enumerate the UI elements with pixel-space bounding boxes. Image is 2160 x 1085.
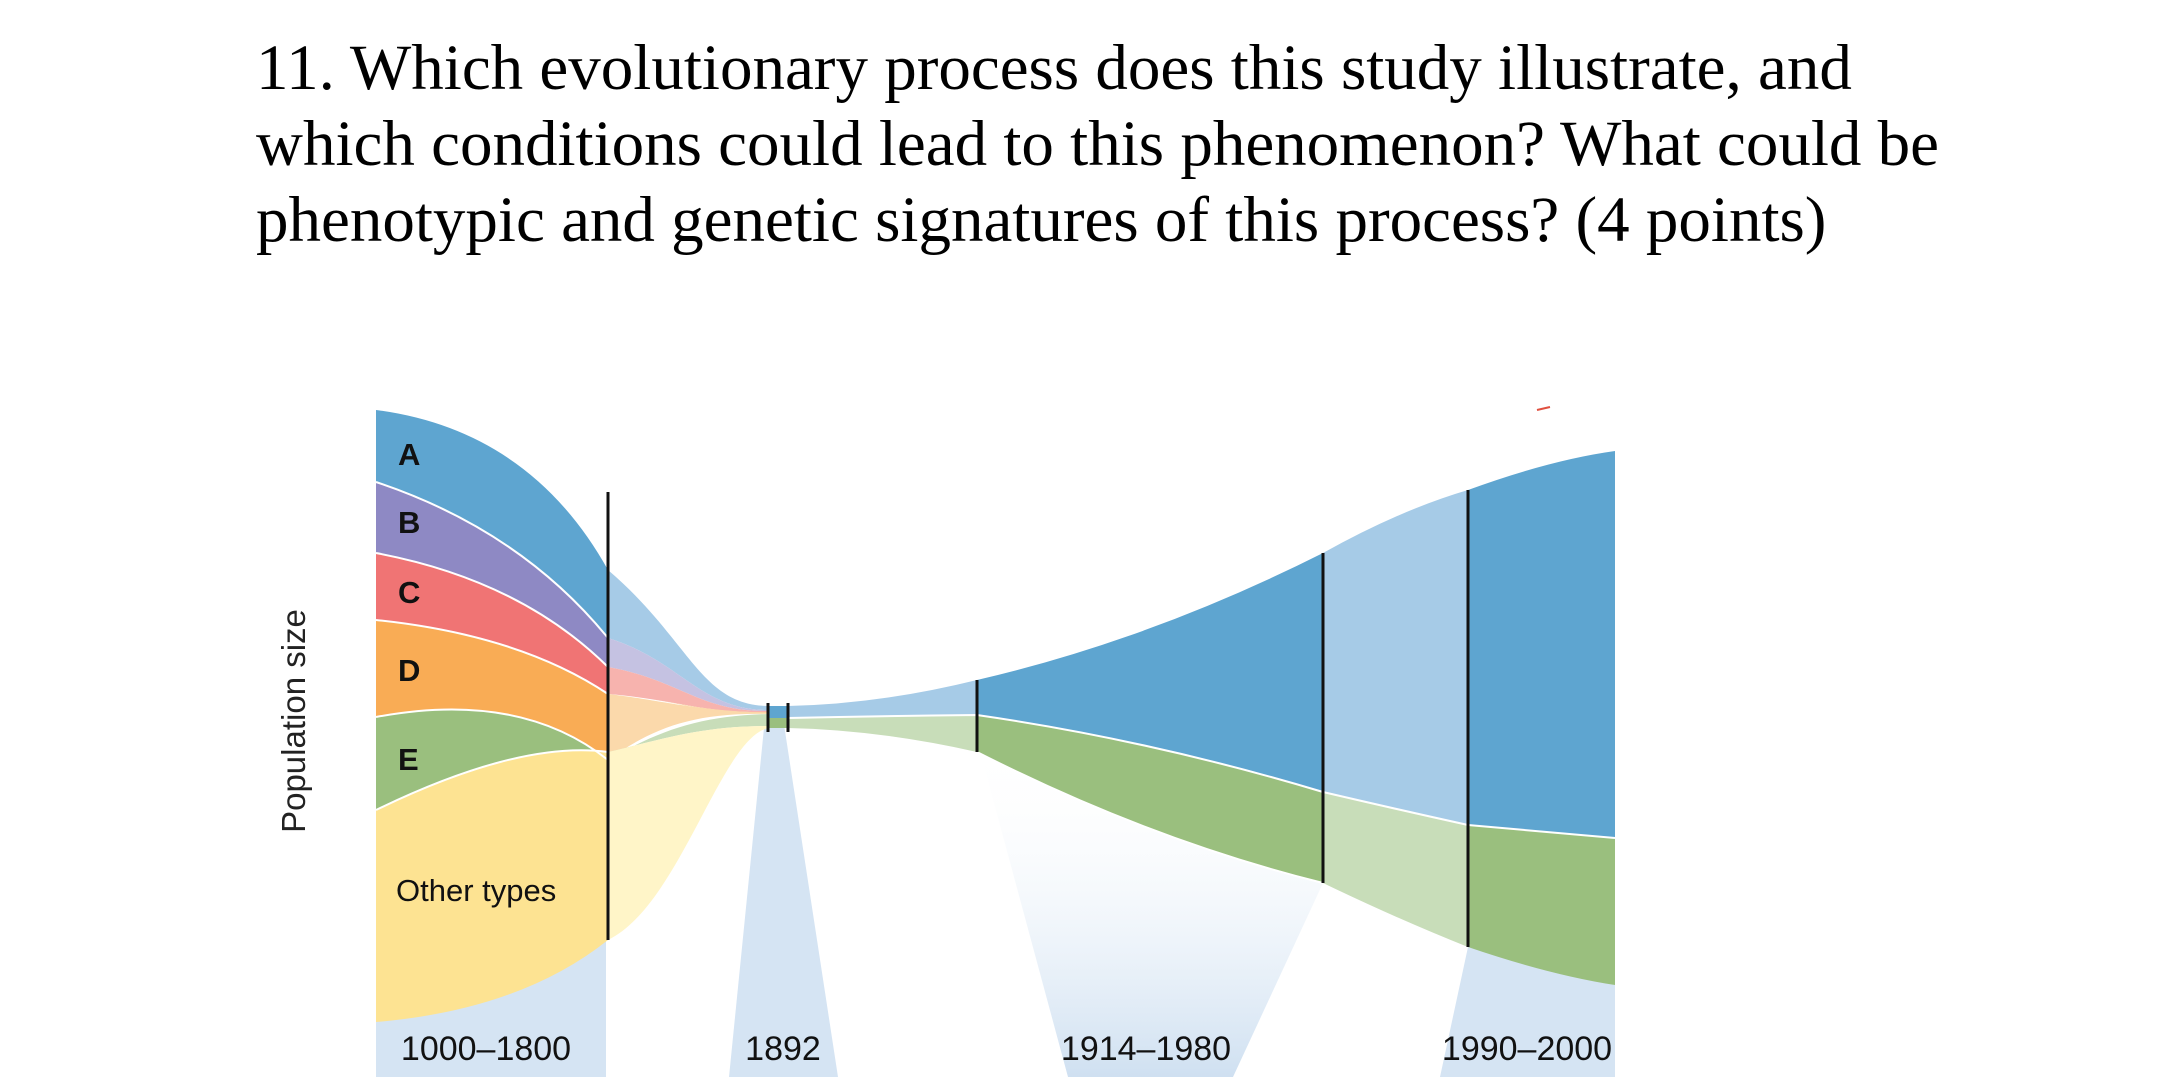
transition-d-fill [608, 694, 768, 760]
band-separator [787, 713, 1616, 839]
band-separator [375, 619, 609, 695]
group-label-c: C [398, 575, 420, 610]
period-label-2: 1892 [745, 1030, 821, 1068]
band-separator [375, 708, 609, 761]
final-green [1468, 825, 1615, 985]
question-text: 11. Which evolutionary process does this… [256, 30, 2056, 258]
band-separator [976, 751, 1324, 884]
question-line-1: 11. Which evolutionary process does this… [256, 32, 1852, 104]
group-label-a: A [398, 437, 420, 472]
transition-other [608, 726, 768, 940]
recovery-green [977, 715, 1323, 883]
period-label-4: 1990–2000 [1442, 1030, 1612, 1068]
transition-late-green [1323, 792, 1468, 947]
bottleneck-blue [768, 706, 788, 718]
band-separator [375, 552, 609, 668]
group-label-e: E [398, 742, 419, 777]
band-e [376, 709, 608, 810]
final-blue [1468, 451, 1615, 838]
y-axis-label: Population size [275, 609, 312, 833]
recovery-green-light [788, 715, 977, 752]
transition-b [608, 638, 768, 712]
question-line-3: phenotypic and genetic signatures of thi… [256, 184, 1827, 256]
transition-c [608, 667, 768, 713]
stray-mark [1536, 406, 1551, 411]
recovery-blue [977, 553, 1323, 792]
band-b [376, 482, 608, 667]
period-label-3: 1914–1980 [1061, 1030, 1231, 1068]
period-shade-2 [729, 718, 838, 1077]
question-line-2: which conditions could lead to this phen… [256, 108, 1940, 180]
band-c [376, 553, 608, 694]
group-label-b: B [398, 505, 420, 540]
recovery-blue-light [788, 680, 977, 718]
band-d [376, 620, 608, 760]
band-separator [375, 481, 609, 639]
bottleneck-green [768, 718, 788, 728]
transition-late-blue [1323, 490, 1468, 825]
period-label-1: 1000–1800 [401, 1030, 571, 1068]
band-other [376, 750, 608, 1022]
transition-a [608, 570, 768, 710]
period-shade-4 [1440, 947, 1615, 1077]
group-label-other: Other types [396, 873, 556, 908]
period-shade-3 [977, 740, 1323, 1077]
band-a [376, 410, 608, 638]
band-separator [375, 749, 609, 811]
group-label-d: D [398, 653, 420, 688]
transition-e [608, 714, 768, 760]
